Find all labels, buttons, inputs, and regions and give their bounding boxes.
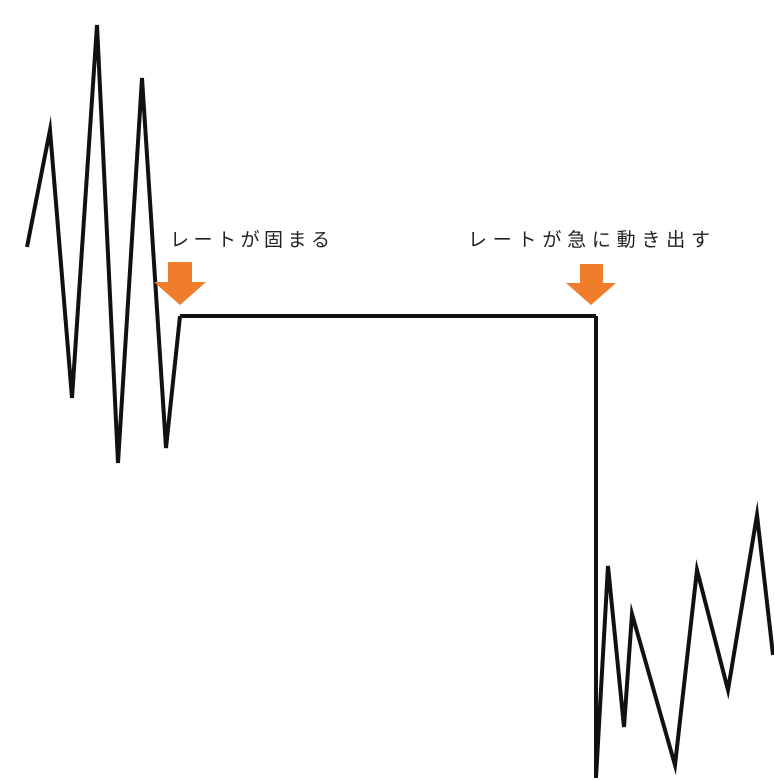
arrow-down-icon (154, 262, 206, 305)
volatile-line-after (594, 500, 774, 779)
rate-move-label: レートが急に動き出す (468, 229, 710, 251)
volatile-line-before (25, 24, 182, 464)
rate-freeze-label: レートが固まる (170, 229, 330, 251)
arrow-down-icon (566, 264, 616, 305)
